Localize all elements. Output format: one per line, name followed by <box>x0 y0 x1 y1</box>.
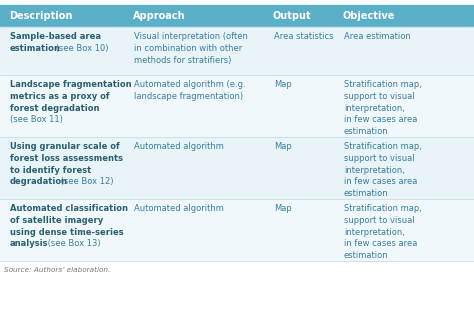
Text: Stratification map,
support to visual
interpretation,
in few cases area
estimati: Stratification map, support to visual in… <box>344 142 422 198</box>
Text: Automated algorithm: Automated algorithm <box>134 204 224 213</box>
Text: Map: Map <box>274 204 292 213</box>
Bar <box>0 199 474 261</box>
Text: Description: Description <box>9 11 73 21</box>
Text: Area statistics: Area statistics <box>274 32 334 41</box>
Text: Map: Map <box>274 80 292 89</box>
Bar <box>0 75 474 137</box>
Text: Map: Map <box>274 142 292 151</box>
Bar <box>0 27 474 75</box>
Text: (see Box 13): (see Box 13) <box>45 239 100 248</box>
Text: (see Box 11): (see Box 11) <box>10 115 63 124</box>
Text: Using granular scale of
forest loss assessments
to identify forest
degradation: Using granular scale of forest loss asse… <box>10 142 123 187</box>
Text: Approach: Approach <box>133 11 185 21</box>
Text: Stratification map,
support to visual
interpretation,
in few cases area
estimati: Stratification map, support to visual in… <box>344 204 422 260</box>
Text: Source: Authors’ elaboration.: Source: Authors’ elaboration. <box>4 267 110 273</box>
Text: Sample-based area
estimation: Sample-based area estimation <box>10 32 101 53</box>
Text: Automated classification
of satellite imagery
using dense time-series
analysis: Automated classification of satellite im… <box>10 204 128 249</box>
Text: (see Box 10): (see Box 10) <box>54 44 109 53</box>
Text: Landscape fragmentation
metrics as a proxy of
forest degradation: Landscape fragmentation metrics as a pro… <box>10 80 132 113</box>
Text: Stratification map,
support to visual
interpretation,
in few cases area
estimati: Stratification map, support to visual in… <box>344 80 422 136</box>
Bar <box>0 5 474 27</box>
Text: Visual interpretation (often
in combination with other
methods for stratifiers): Visual interpretation (often in combinat… <box>134 32 248 64</box>
Text: Automated algorithm: Automated algorithm <box>134 142 224 151</box>
Text: Objective: Objective <box>343 11 395 21</box>
Text: Area estimation: Area estimation <box>344 32 411 41</box>
Text: Output: Output <box>273 11 311 21</box>
Bar <box>0 137 474 199</box>
Text: Automated algorithm (e.g.
landscape fragmentation): Automated algorithm (e.g. landscape frag… <box>134 80 246 101</box>
Text: (see Box 12): (see Box 12) <box>58 177 113 186</box>
